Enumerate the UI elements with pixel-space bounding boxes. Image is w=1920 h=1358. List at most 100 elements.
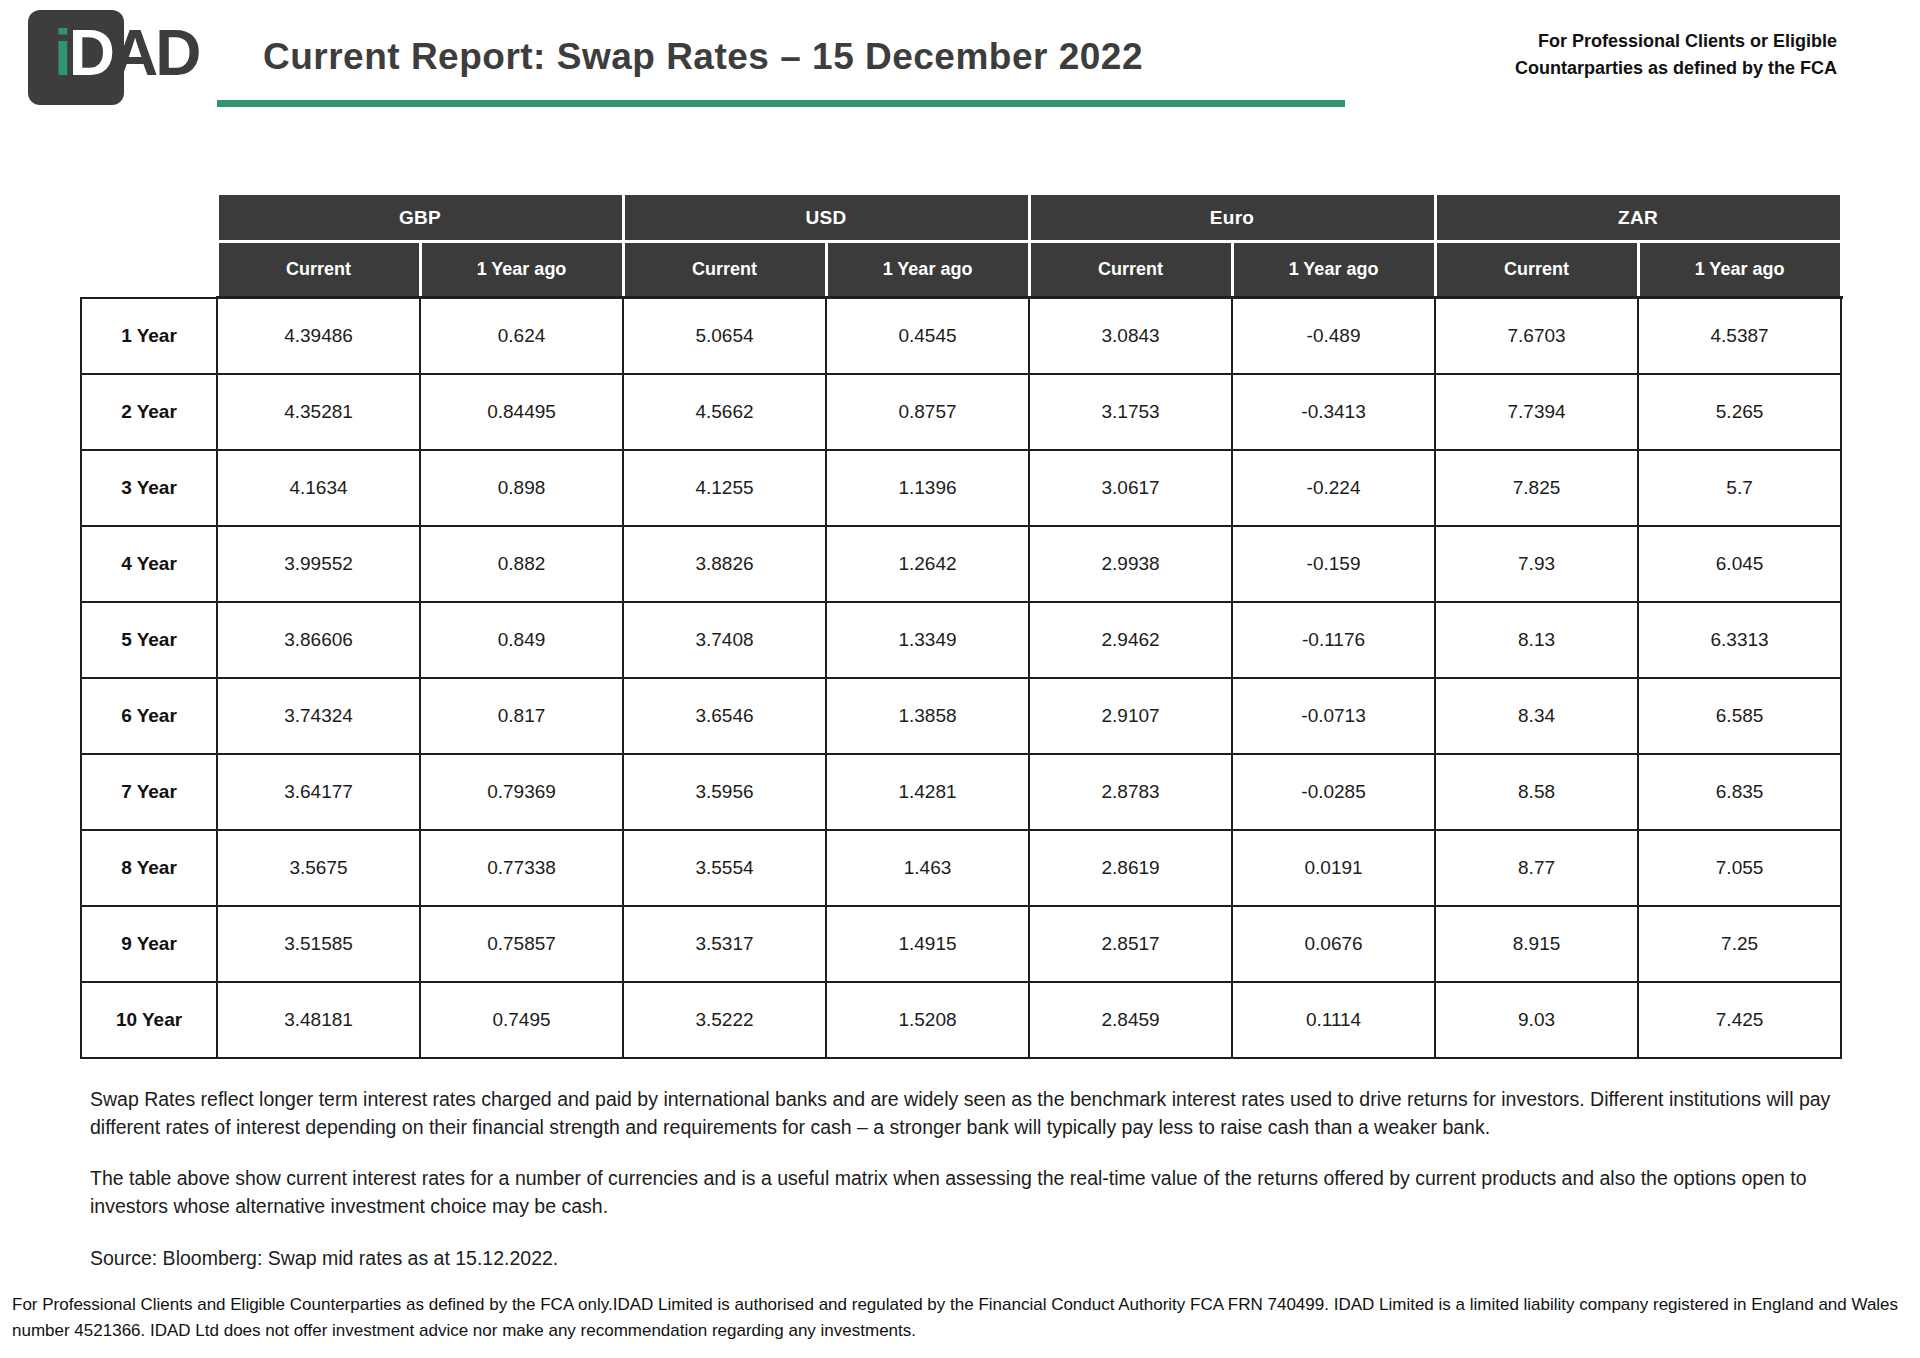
rate-cell: 3.5317 (623, 906, 826, 982)
rate-cell: 1.4281 (826, 754, 1029, 830)
rate-cell: 7.93 (1435, 526, 1638, 602)
rate-cell: -0.1176 (1232, 602, 1435, 678)
rate-cell: 3.7408 (623, 602, 826, 678)
source-line: Source: Bloomberg: Swap mid rates as at … (90, 1245, 1842, 1273)
logo-letter-i: i (54, 17, 69, 89)
subheader-zar-1yago: 1 Year ago (1638, 242, 1841, 298)
table-row-8-year: 8 Year 3.5675 0.77338 3.5554 1.463 2.861… (81, 830, 1841, 906)
rate-cell: -0.3413 (1232, 374, 1435, 450)
subheader-euro-1yago: 1 Year ago (1232, 242, 1435, 298)
rate-cell: 7.825 (1435, 450, 1638, 526)
rate-cell: -0.224 (1232, 450, 1435, 526)
swap-rates-description: Swap Rates reflect longer term interest … (90, 1086, 1842, 1141)
rate-cell: -0.0713 (1232, 678, 1435, 754)
corner-blank-cell (81, 194, 217, 242)
rate-cell: -0.489 (1232, 298, 1435, 374)
table-row-4-year: 4 Year 3.99552 0.882 3.8826 1.2642 2.993… (81, 526, 1841, 602)
currency-header-zar: ZAR (1435, 194, 1841, 242)
rate-cell: 6.835 (1638, 754, 1841, 830)
rate-cell: 0.75857 (420, 906, 623, 982)
table-row-2-year: 2 Year 4.35281 0.84495 4.5662 0.8757 3.1… (81, 374, 1841, 450)
rate-cell: 8.77 (1435, 830, 1638, 906)
rate-cell: 3.1753 (1029, 374, 1232, 450)
row-label: 10 Year (81, 982, 217, 1058)
rate-cell: 7.425 (1638, 982, 1841, 1058)
rate-cell: 1.5208 (826, 982, 1029, 1058)
rate-cell: 4.5387 (1638, 298, 1841, 374)
subheader-row: Current 1 Year ago Current 1 Year ago Cu… (81, 242, 1841, 298)
rate-cell: 0.882 (420, 526, 623, 602)
subheader-usd-1yago: 1 Year ago (826, 242, 1029, 298)
rate-cell: 7.7394 (1435, 374, 1638, 450)
rate-cell: 3.99552 (217, 526, 420, 602)
subheader-gbp-1yago: 1 Year ago (420, 242, 623, 298)
row-label: 9 Year (81, 906, 217, 982)
corner-blank-cell (81, 242, 217, 298)
row-label: 5 Year (81, 602, 217, 678)
rate-cell: 0.84495 (420, 374, 623, 450)
rate-cell: 3.6546 (623, 678, 826, 754)
rate-cell: 3.5675 (217, 830, 420, 906)
subheader-gbp-current: Current (217, 242, 420, 298)
rate-cell: 4.5662 (623, 374, 826, 450)
logo-letter-d: D (69, 17, 112, 89)
rate-cell: 4.1255 (623, 450, 826, 526)
row-label: 1 Year (81, 298, 217, 374)
rate-cell: -0.159 (1232, 526, 1435, 602)
rate-cell: 4.35281 (217, 374, 420, 450)
rate-cell: 2.8517 (1029, 906, 1232, 982)
fca-disclaimer-line2: Countarparties as defined by the FCA (1515, 55, 1837, 82)
rate-cell: 3.0617 (1029, 450, 1232, 526)
rate-cell: 3.74324 (217, 678, 420, 754)
rate-cell: 3.86606 (217, 602, 420, 678)
rate-cell: 2.8459 (1029, 982, 1232, 1058)
row-label: 7 Year (81, 754, 217, 830)
rate-cell: 7.6703 (1435, 298, 1638, 374)
rate-cell: 3.51585 (217, 906, 420, 982)
rate-cell: 3.48181 (217, 982, 420, 1058)
idad-logo: iDAD (28, 10, 218, 106)
row-label: 8 Year (81, 830, 217, 906)
rate-cell: 1.3349 (826, 602, 1029, 678)
rate-cell: 0.4545 (826, 298, 1029, 374)
rate-cell: 3.0843 (1029, 298, 1232, 374)
table-row-6-year: 6 Year 3.74324 0.817 3.6546 1.3858 2.910… (81, 678, 1841, 754)
rate-cell: 1.463 (826, 830, 1029, 906)
rate-cell: 1.1396 (826, 450, 1029, 526)
rate-cell: 0.79369 (420, 754, 623, 830)
currency-header-euro: Euro (1029, 194, 1435, 242)
rate-cell: 2.9107 (1029, 678, 1232, 754)
logo-letters-ad: AD (112, 17, 198, 89)
row-label: 3 Year (81, 450, 217, 526)
regulatory-footer: For Professional Clients and Eligible Co… (12, 1292, 1910, 1345)
rate-cell: 6.3313 (1638, 602, 1841, 678)
row-label: 6 Year (81, 678, 217, 754)
rate-cell: 0.0676 (1232, 906, 1435, 982)
table-row-10-year: 10 Year 3.48181 0.7495 3.5222 1.5208 2.8… (81, 982, 1841, 1058)
rate-cell: 0.1114 (1232, 982, 1435, 1058)
rate-cell: 6.585 (1638, 678, 1841, 754)
fca-disclaimer-line1: For Professional Clients or Eligible (1515, 28, 1837, 55)
rate-cell: 2.9938 (1029, 526, 1232, 602)
row-label: 4 Year (81, 526, 217, 602)
page-title: Current Report: Swap Rates – 15 December… (263, 36, 1143, 78)
rate-cell: 3.5222 (623, 982, 826, 1058)
rate-cell: 9.03 (1435, 982, 1638, 1058)
rate-cell: 0.849 (420, 602, 623, 678)
currency-header-gbp: GBP (217, 194, 623, 242)
body-text-block: Swap Rates reflect longer term interest … (90, 1086, 1842, 1272)
rate-cell: 1.3858 (826, 678, 1029, 754)
rate-cell: -0.0285 (1232, 754, 1435, 830)
rate-cell: 8.13 (1435, 602, 1638, 678)
table-row-1-year: 1 Year 4.39486 0.624 5.0654 0.4545 3.084… (81, 298, 1841, 374)
table-usage-description: The table above show current interest ra… (90, 1165, 1842, 1220)
rate-cell: 8.915 (1435, 906, 1638, 982)
rate-cell: 4.1634 (217, 450, 420, 526)
rate-cell: 8.58 (1435, 754, 1638, 830)
rate-cell: 5.265 (1638, 374, 1841, 450)
row-label: 2 Year (81, 374, 217, 450)
rate-cell: 2.8783 (1029, 754, 1232, 830)
currency-header-row: GBP USD Euro ZAR (81, 194, 1841, 242)
rate-cell: 7.25 (1638, 906, 1841, 982)
subheader-euro-current: Current (1029, 242, 1232, 298)
